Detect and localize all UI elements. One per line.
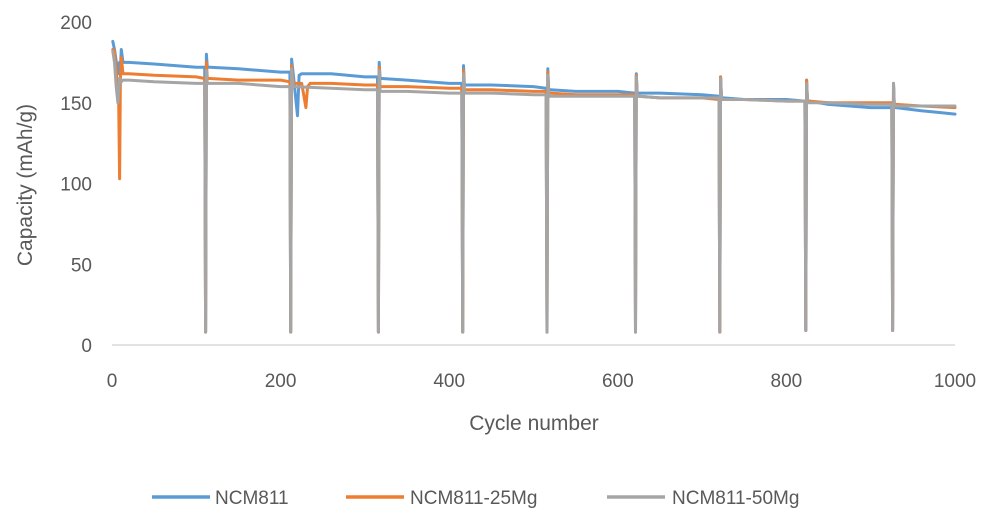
legend-item: NCM811-25Mg [346,488,537,509]
x-tick-label: 200 [265,371,297,392]
y-tick-labels: 0 50 100 150 200 [60,13,92,357]
x-axis-title: Cycle number [469,412,599,435]
x-tick-label: 800 [771,371,803,392]
series-line-ncm811-50mg [111,49,957,334]
x-tick-labels: 0 200 400 600 800 1000 [107,371,976,392]
y-tick-label: 50 [71,255,92,276]
legend-item: NCM811 [152,488,289,509]
x-tick-label: 600 [602,371,634,392]
y-tick-label: 200 [60,13,92,34]
y-tick-label: 0 [81,336,92,357]
y-tick-label: 100 [60,175,92,196]
legend-label: NCM811 [215,488,289,509]
y-axis-title: Capacity (mAh/g) [14,104,37,266]
x-tick-label: 1000 [934,371,976,392]
plot-area [111,39,957,334]
legend: NCM811 NCM811-25Mg NCM811-50Mg [152,488,799,509]
x-tick-label: 400 [433,371,465,392]
legend-label: NCM811-25Mg [410,488,537,509]
x-tick-label: 0 [107,371,118,392]
series-line-ncm811-25mg [111,48,957,334]
legend-item: NCM811-50Mg [607,488,799,509]
series-line-ncm811 [111,39,957,334]
y-tick-label: 150 [60,94,92,115]
legend-label: NCM811-50Mg [672,488,799,509]
